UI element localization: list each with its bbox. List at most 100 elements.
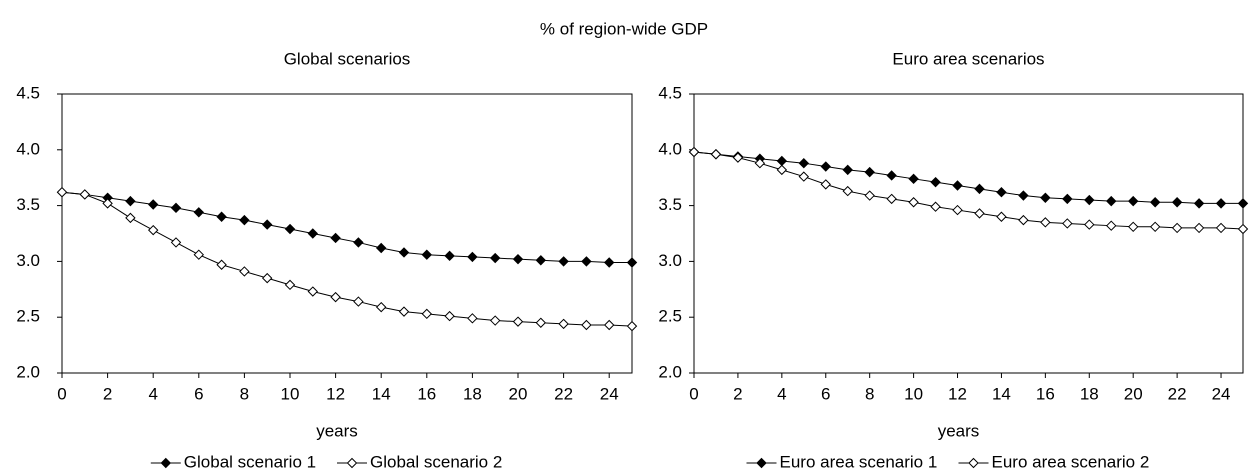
x-axis-label: years bbox=[938, 421, 980, 440]
data-point bbox=[1106, 220, 1117, 231]
data-point bbox=[467, 251, 478, 263]
x-tick-label: 2 bbox=[103, 384, 112, 403]
data-point bbox=[512, 316, 524, 327]
data-point bbox=[886, 193, 897, 205]
y-tick-label: 4.5 bbox=[658, 83, 682, 102]
x-tick-label: 2 bbox=[733, 384, 742, 403]
data-point bbox=[1237, 198, 1249, 209]
data-point bbox=[125, 212, 136, 224]
plot-frame bbox=[693, 93, 1244, 374]
data-point bbox=[1215, 198, 1227, 209]
data-point bbox=[375, 301, 387, 313]
data-point bbox=[798, 171, 810, 182]
data-point bbox=[398, 306, 410, 317]
legend-label: Global scenario 2 bbox=[370, 452, 502, 471]
y-tick-label: 3.0 bbox=[16, 251, 40, 270]
data-point bbox=[820, 179, 831, 190]
x-tick-label: 20 bbox=[509, 384, 528, 403]
series-line bbox=[693, 151, 1244, 230]
data-point bbox=[864, 190, 875, 201]
data-point bbox=[1062, 218, 1073, 229]
y-tick-label: 4.5 bbox=[16, 83, 40, 102]
legend-label: Euro area scenario 2 bbox=[992, 452, 1150, 471]
data-point bbox=[626, 320, 638, 332]
x-tick-label: 14 bbox=[372, 384, 391, 403]
legend-label: Global scenario 1 bbox=[184, 452, 316, 471]
data-point bbox=[581, 256, 592, 267]
legend-marker bbox=[756, 457, 767, 469]
data-point bbox=[284, 223, 296, 235]
x-tick-label: 6 bbox=[821, 384, 830, 403]
x-tick-label: 20 bbox=[1124, 384, 1143, 403]
data-point bbox=[952, 180, 963, 191]
data-point bbox=[1215, 222, 1227, 234]
x-tick-label: 0 bbox=[57, 384, 66, 403]
data-point bbox=[444, 250, 455, 262]
data-point bbox=[776, 155, 788, 167]
data-point bbox=[820, 161, 831, 172]
data-point bbox=[489, 315, 501, 326]
data-point bbox=[864, 166, 875, 178]
data-point bbox=[1171, 222, 1183, 234]
data-point bbox=[216, 211, 227, 222]
data-point bbox=[558, 318, 569, 330]
legend-marker bbox=[160, 457, 172, 469]
data-point bbox=[307, 228, 319, 239]
y-tick-label: 3.0 bbox=[658, 251, 682, 270]
data-point bbox=[974, 183, 985, 195]
x-tick-label: 12 bbox=[948, 384, 967, 403]
data-point bbox=[688, 146, 700, 158]
data-point bbox=[375, 242, 387, 254]
data-point bbox=[125, 195, 136, 207]
data-point bbox=[886, 170, 897, 181]
x-tick-label: 0 bbox=[689, 384, 698, 403]
data-point bbox=[56, 187, 68, 198]
data-point bbox=[776, 164, 788, 176]
data-point bbox=[732, 152, 744, 163]
data-point bbox=[353, 237, 364, 248]
data-point bbox=[1193, 198, 1205, 209]
data-point bbox=[908, 197, 919, 208]
data-point bbox=[170, 237, 182, 248]
series-line bbox=[693, 151, 1243, 204]
data-point bbox=[444, 310, 455, 322]
data-point bbox=[261, 272, 273, 284]
data-point bbox=[170, 202, 182, 214]
data-point bbox=[284, 279, 296, 291]
data-point bbox=[1062, 193, 1073, 205]
data-point bbox=[193, 207, 205, 218]
data-point bbox=[798, 157, 810, 169]
data-point bbox=[102, 198, 113, 209]
data-point bbox=[330, 291, 341, 303]
x-tick-label: 4 bbox=[777, 384, 786, 403]
data-point bbox=[842, 164, 853, 176]
data-point bbox=[353, 296, 364, 307]
x-axis-label: years bbox=[316, 421, 358, 440]
data-point bbox=[1040, 217, 1051, 228]
data-point bbox=[1149, 221, 1161, 233]
data-point bbox=[216, 259, 227, 270]
data-point bbox=[1127, 221, 1139, 233]
data-point bbox=[467, 313, 478, 324]
x-tick-label: 10 bbox=[904, 384, 923, 403]
y-tick-label: 4.0 bbox=[658, 139, 682, 158]
x-tick-label: 22 bbox=[554, 384, 573, 403]
y-tick-label: 2.0 bbox=[658, 362, 682, 381]
legend-marker bbox=[968, 457, 979, 469]
plot-frame bbox=[61, 93, 633, 374]
data-point bbox=[581, 319, 592, 331]
y-tick-label: 2.0 bbox=[16, 362, 40, 381]
data-point bbox=[535, 255, 547, 266]
data-point bbox=[489, 252, 501, 264]
data-point bbox=[1127, 195, 1139, 207]
data-point bbox=[603, 257, 615, 268]
x-tick-label: 12 bbox=[326, 384, 345, 403]
x-tick-label: 24 bbox=[1212, 384, 1231, 403]
data-point bbox=[1149, 197, 1161, 208]
data-point bbox=[1171, 197, 1183, 208]
data-point bbox=[307, 286, 319, 297]
data-point bbox=[996, 187, 1007, 198]
chart-title: Euro area scenarios bbox=[892, 49, 1044, 68]
data-point bbox=[1040, 192, 1051, 203]
